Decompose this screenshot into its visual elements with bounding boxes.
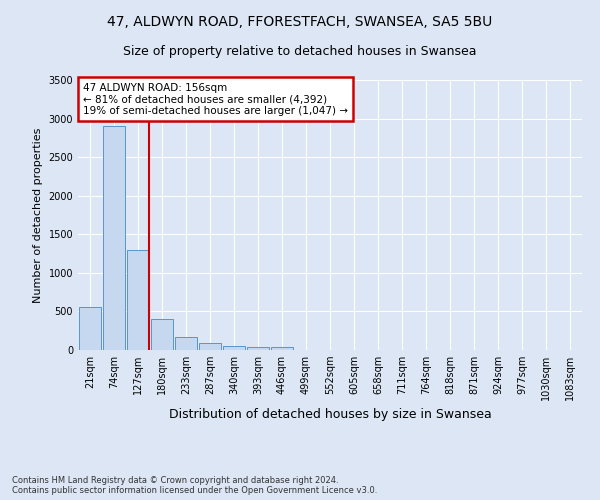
Text: Contains HM Land Registry data © Crown copyright and database right 2024.
Contai: Contains HM Land Registry data © Crown c… (12, 476, 377, 495)
Bar (247, 346, 269, 350)
Bar (223, 346, 245, 350)
Bar (151, 319, 173, 350)
X-axis label: Distribution of detached houses by size in Swansea: Distribution of detached houses by size … (169, 408, 491, 422)
Bar (175, 338, 197, 350)
Bar (103, 126, 125, 350)
Bar (199, 343, 221, 350)
Bar (79, 307, 101, 350)
Bar (127, 250, 149, 350)
Y-axis label: Number of detached properties: Number of detached properties (33, 128, 43, 302)
Bar (271, 347, 293, 350)
Text: 47, ALDWYN ROAD, FFORESTFACH, SWANSEA, SA5 5BU: 47, ALDWYN ROAD, FFORESTFACH, SWANSEA, S… (107, 15, 493, 29)
Text: 47 ALDWYN ROAD: 156sqm
← 81% of detached houses are smaller (4,392)
19% of semi-: 47 ALDWYN ROAD: 156sqm ← 81% of detached… (83, 82, 348, 116)
Text: Size of property relative to detached houses in Swansea: Size of property relative to detached ho… (123, 45, 477, 58)
